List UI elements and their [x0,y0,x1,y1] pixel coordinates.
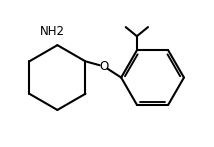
Text: NH2: NH2 [40,25,65,38]
Text: O: O [99,60,108,73]
